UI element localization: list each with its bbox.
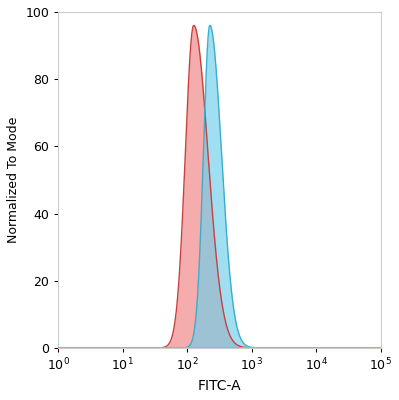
X-axis label: FITC-A: FITC-A xyxy=(198,379,241,393)
Y-axis label: Normalized To Mode: Normalized To Mode xyxy=(7,117,20,243)
